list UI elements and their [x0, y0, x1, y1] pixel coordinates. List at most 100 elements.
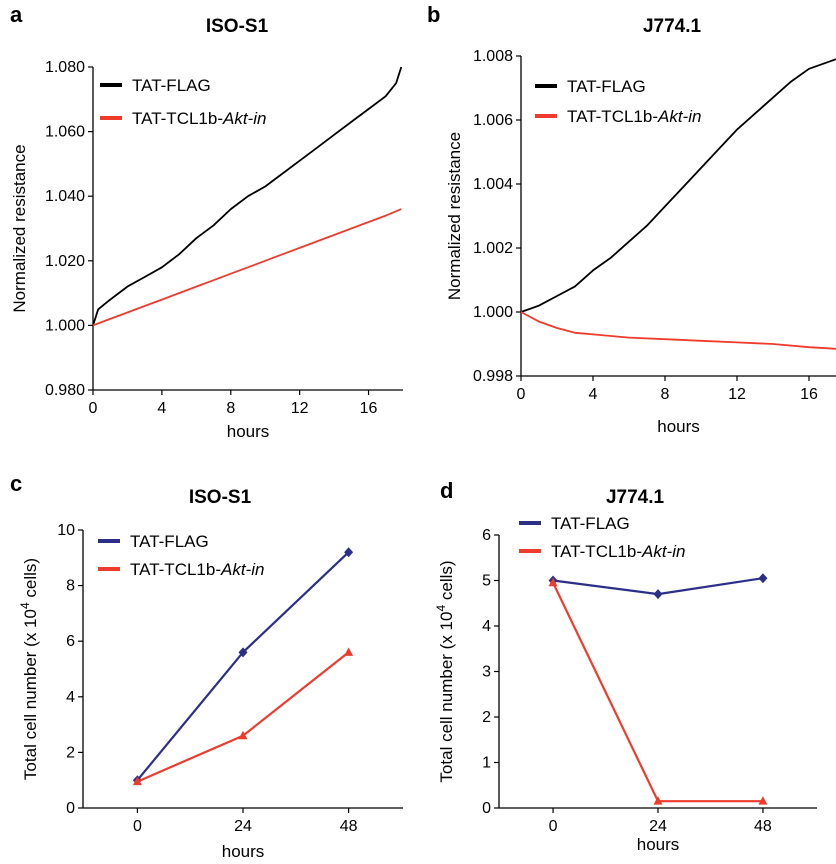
- legend-label-italic: Akt-in: [220, 560, 264, 579]
- x-tick-label: 16: [360, 400, 378, 417]
- x-tick-label: 0: [549, 818, 558, 835]
- legend-label-italic: Akt-in: [222, 109, 266, 128]
- y-tick-label: 1.040: [45, 188, 85, 205]
- x-axis-label: hours: [227, 422, 270, 441]
- y-tick-label: 4: [482, 618, 491, 635]
- y-axis-label: Normalized resistance: [445, 132, 464, 300]
- y-tick-label: 0.980: [45, 382, 85, 399]
- chart-title: ISO-S1: [189, 487, 252, 508]
- x-tick-label: 12: [728, 386, 746, 403]
- y-tick-label: 1.002: [473, 240, 513, 257]
- y-axis-label-text-end: cells): [21, 558, 40, 602]
- data-point-triangle: [653, 796, 663, 805]
- data-point-diamond: [653, 589, 663, 600]
- legend-label: TAT-FLAG: [132, 76, 211, 95]
- legend-label-text: TAT-TCL1b-: [567, 107, 658, 126]
- y-axis-label: Normalized resistance: [10, 144, 29, 312]
- series-line-tat-flag: [136, 551, 350, 781]
- y-axis-label-text: Total cell number (x 10: [437, 612, 456, 783]
- x-axis-label: hours: [657, 417, 700, 436]
- y-axis-label: Total cell number (x 104 cells): [434, 560, 456, 782]
- legend-label-text: TAT-TCL1b-: [132, 109, 223, 128]
- x-tick-label: 12: [291, 400, 309, 417]
- panel-d: d J774.1 0 1 2 3 4 5 6 0 24 48 hours Total cell numbe…: [434, 478, 817, 854]
- data-point-diamond: [344, 547, 354, 558]
- legend-label: TAT-TCL1b-Akt-in: [130, 560, 264, 579]
- panel-a: a ISO-S1 0.980 1.000 1.020 1.040 1.060 1.080 0 4 8…: [10, 2, 403, 441]
- x-axis-label: hours: [637, 835, 680, 854]
- legend-label: TAT-TCL1b-Akt-in: [567, 107, 701, 126]
- y-tick-label: 2: [482, 709, 491, 726]
- y-axis-label-superscript: 4: [18, 602, 32, 609]
- data-point-diamond: [758, 573, 768, 584]
- y-tick-label: 1.000: [473, 304, 513, 321]
- legend-label: TAT-TCL1b-Akt-in: [551, 542, 685, 561]
- y-tick-label: 1.020: [45, 253, 85, 270]
- x-tick-label: 0: [89, 400, 98, 417]
- panel-letter: a: [10, 2, 23, 27]
- y-tick-label: 2: [66, 744, 75, 761]
- series-line-tat-flag: [92, 66, 403, 326]
- y-tick-label: 1.006: [473, 112, 513, 129]
- chart-title: ISO-S1: [206, 16, 269, 37]
- legend-label-text: TAT-TCL1b-: [551, 542, 642, 561]
- legend-label: TAT-FLAG: [567, 77, 646, 96]
- data-point-triangle: [344, 647, 354, 656]
- chart-title: J774.1: [643, 16, 702, 37]
- x-tick-label: 8: [226, 400, 235, 417]
- data-point-triangle: [132, 776, 142, 786]
- x-tick-label: 24: [649, 818, 667, 835]
- panel-letter: c: [10, 471, 22, 496]
- x-axis-label: hours: [222, 842, 265, 861]
- x-tick-label: 4: [157, 400, 166, 417]
- x-tick-label: 0: [517, 386, 526, 403]
- y-tick-label: 3: [482, 664, 491, 681]
- x-tick-label: 16: [800, 386, 818, 403]
- data-point-triangle: [548, 577, 558, 587]
- legend-label-italic: Akt-in: [657, 107, 701, 126]
- panel-letter: d: [440, 478, 453, 503]
- y-tick-label: 1.060: [45, 124, 85, 141]
- y-tick-label: 0.998: [473, 368, 513, 385]
- y-axis-label-text: Total cell number (x 10: [21, 609, 40, 780]
- y-tick-label: 1.080: [45, 59, 85, 76]
- x-tick-label: 24: [234, 818, 252, 835]
- y-tick-label: 1.000: [45, 317, 85, 334]
- data-point-diamond: [238, 647, 248, 658]
- legend-label-text: TAT-TCL1b-: [130, 560, 221, 579]
- series-line-tat-tcl1b: [136, 651, 350, 783]
- y-tick-label: 4: [66, 689, 75, 706]
- y-tick-label: 5: [482, 573, 491, 590]
- y-tick-label: 6: [66, 633, 75, 650]
- y-axis-label: Total cell number (x 104 cells): [18, 558, 40, 780]
- x-tick-label: 0: [133, 818, 142, 835]
- y-axis-label-text-end: cells): [437, 560, 456, 604]
- y-tick-label: 0: [482, 800, 491, 817]
- y-tick-label: 0: [66, 800, 75, 817]
- panel-b: b J774.1 0.998 1.000 1.002 1.004 1.006 1.008 0 4 8…: [427, 2, 836, 436]
- series-line-tat-tcl1b: [92, 208, 402, 327]
- series-line-tat-tcl1b: [520, 311, 836, 350]
- x-tick-label: 48: [340, 818, 358, 835]
- legend-label: TAT-FLAG: [130, 532, 209, 551]
- y-tick-label: 8: [66, 578, 75, 595]
- y-tick-label: 1: [482, 755, 491, 772]
- y-tick-label: 10: [57, 522, 75, 539]
- legend-label: TAT-FLAG: [551, 514, 630, 533]
- x-tick-label: 8: [661, 386, 670, 403]
- y-tick-label: 1.008: [473, 48, 513, 65]
- y-tick-label: 1.004: [473, 176, 513, 193]
- y-tick-label: 6: [482, 527, 491, 544]
- panel-letter: b: [427, 2, 440, 27]
- y-axis-label-superscript: 4: [434, 605, 448, 612]
- x-tick-label: 4: [589, 386, 598, 403]
- data-point-triangle: [758, 796, 768, 805]
- legend-label-italic: Akt-in: [641, 542, 685, 561]
- x-tick-label: 48: [754, 818, 772, 835]
- data-point-triangle: [238, 730, 248, 740]
- series-line-tat-tcl1b: [552, 582, 763, 803]
- chart-title: J774.1: [606, 487, 665, 508]
- legend-label: TAT-TCL1b-Akt-in: [132, 109, 266, 128]
